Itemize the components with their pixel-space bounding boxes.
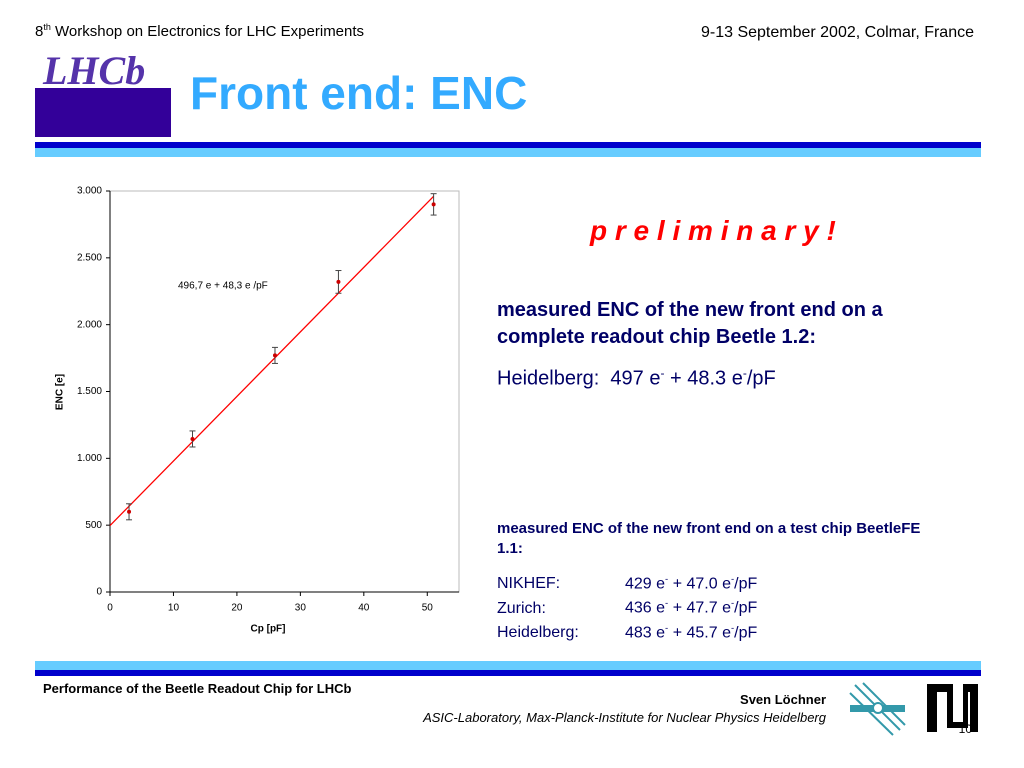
result-row: Zurich: 436 e- + 47.7 e-/pF: [497, 594, 757, 618]
logo: LHCb: [35, 43, 171, 137]
x-tick-label: 10: [168, 603, 180, 614]
footer-author: Sven Löchner: [740, 692, 826, 707]
row-value: /pF: [734, 599, 758, 617]
footer-institute: ASIC-Laboratory, Max-Planck-Institute fo…: [423, 710, 826, 725]
row-value: + 47.7 e: [668, 599, 731, 617]
point: [431, 202, 436, 207]
y-tick-label: 1.500: [77, 386, 102, 397]
row-value: -: [665, 622, 669, 634]
block-line: Heidelberg: 497 e- + 48.3 e-/pF: [497, 366, 776, 391]
y-tick-label: 0: [96, 587, 102, 598]
y-tick-label: 1.000: [77, 453, 102, 464]
row-value: -: [730, 574, 735, 585]
y-tick-label: 500: [85, 520, 102, 531]
x-tick-label: 30: [295, 603, 307, 614]
block-heading: measured ENC of the new front end on a c…: [497, 299, 883, 348]
y-tick-label: 2.000: [77, 319, 102, 330]
row-value: /pF: [734, 623, 758, 641]
y-tick-label: 3.000: [77, 186, 102, 197]
x-tick-label: 0: [107, 603, 113, 614]
x-tick-label: 40: [358, 603, 370, 614]
header-sup: th: [43, 22, 51, 32]
footer-left: Performance of the Beetle Readout Chip f…: [43, 681, 352, 696]
text: Heidelberg: 497 e: [497, 367, 661, 390]
rule: [35, 148, 981, 157]
y-axis-label: ENC [e]: [55, 374, 66, 410]
row-value: -: [665, 598, 669, 610]
row-value: 483 e: [625, 623, 666, 641]
row-value: 429 e: [625, 575, 666, 593]
row-value: + 47.0 e: [668, 575, 731, 593]
rule: [35, 142, 981, 148]
row-value: -: [665, 574, 669, 585]
result-table: NIKHEF: 429 e- + 47.0 e-/pF Zurich: 436 e- …: [497, 570, 757, 643]
row-value: /pF: [734, 575, 758, 593]
row-label: NIKHEF:: [497, 575, 561, 593]
result-row: NIKHEF: 429 e- + 47.0 e-/pF: [497, 570, 757, 594]
point: [190, 436, 195, 441]
annotation: 496,7 e + 48,3 e /pF: [178, 281, 268, 292]
block-heading: measured ENC of the new front end on a t…: [497, 520, 921, 557]
preliminary: p r e l i m i n a r y !: [590, 215, 836, 246]
logo-text: LHCb: [43, 48, 146, 93]
x-tick-label: 50: [422, 603, 434, 614]
title: Front end: ENC: [190, 67, 528, 119]
sup: -: [742, 366, 747, 380]
trendline: [109, 195, 435, 527]
text: + 48.3 e: [664, 367, 743, 390]
chart: Cp [pF] ENC [e] 496,7 e + 48,3 e /pF 0 50…: [55, 186, 460, 635]
rule: [35, 670, 981, 676]
point: [336, 279, 341, 284]
row-value: 436 e: [625, 599, 666, 617]
row-label: Zurich:: [497, 599, 546, 617]
header-right: 9-13 September 2002, Colmar, France: [700, 24, 974, 41]
mpg-logo: [927, 684, 978, 732]
y-tick-label: 2.500: [77, 252, 102, 263]
rule: [35, 661, 981, 670]
row-value: -: [730, 622, 735, 634]
text: /pF: [746, 367, 776, 390]
header-left: 8th Workshop on Electronics for LHC Expe…: [35, 22, 364, 40]
point: [272, 353, 277, 358]
page-number: 10: [958, 722, 972, 736]
point: [127, 509, 132, 514]
x-axis-label: Cp [pF]: [251, 624, 286, 635]
row-label: Heidelberg:: [497, 623, 579, 641]
x-tick-label: 20: [231, 603, 243, 614]
sup: -: [660, 366, 665, 380]
result-row: Heidelberg: 483 e- + 45.7 e-/pF: [497, 619, 757, 643]
plot-area: [109, 190, 460, 593]
header-text: 8: [35, 23, 44, 40]
institute-logo: [849, 682, 906, 736]
header-text: Workshop on Electronics for LHC Experime…: [50, 23, 365, 40]
row-value: + 45.7 e: [668, 623, 731, 641]
row-value: -: [730, 598, 735, 610]
